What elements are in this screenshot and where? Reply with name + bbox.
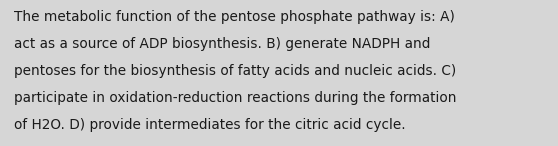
Text: participate in oxidation-reduction reactions during the formation: participate in oxidation-reduction react… (14, 91, 456, 105)
Text: of H2O. D) provide intermediates for the citric acid cycle.: of H2O. D) provide intermediates for the… (14, 118, 406, 132)
Text: The metabolic function of the pentose phosphate pathway is: A): The metabolic function of the pentose ph… (14, 10, 455, 24)
Text: act as a source of ADP biosynthesis. B) generate NADPH and: act as a source of ADP biosynthesis. B) … (14, 37, 430, 51)
Text: pentoses for the biosynthesis of fatty acids and nucleic acids. C): pentoses for the biosynthesis of fatty a… (14, 64, 456, 78)
